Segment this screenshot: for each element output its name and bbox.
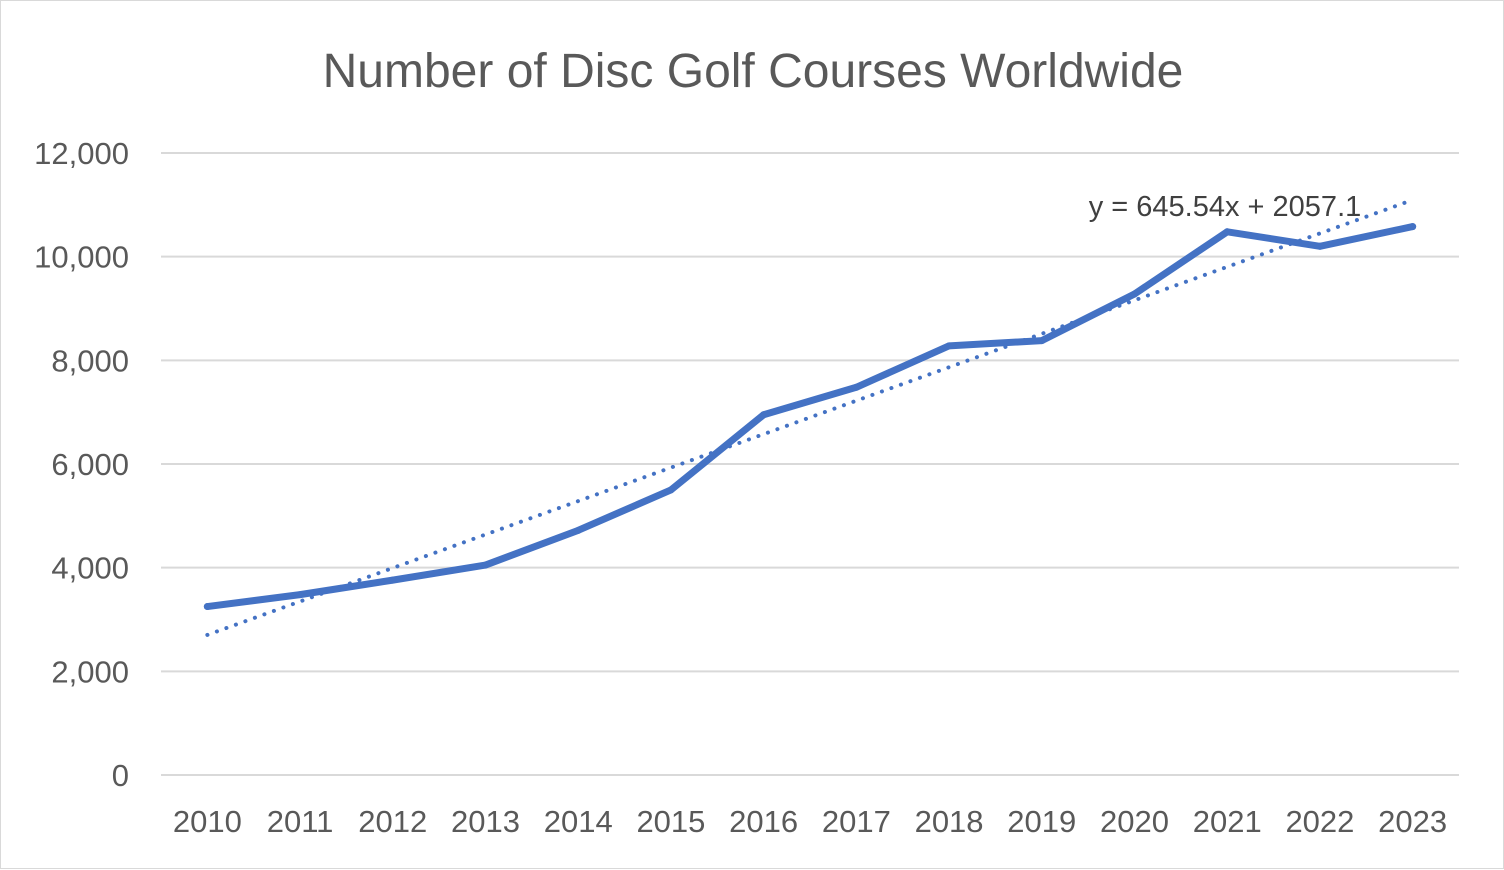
x-tick-label: 2019 <box>1007 804 1076 839</box>
data-point <box>203 603 211 611</box>
x-tick-label: 2017 <box>822 804 891 839</box>
trendline-equation-label: y = 645.54x + 2057.1 <box>1089 191 1362 223</box>
x-tick-label: 2010 <box>173 804 242 839</box>
x-tick-label: 2011 <box>267 804 334 839</box>
y-tick-label: 2,000 <box>51 654 129 689</box>
data-point <box>667 486 675 494</box>
x-tick-label: 2014 <box>544 804 613 839</box>
x-tick-label: 2021 <box>1193 804 1262 839</box>
y-tick-label: 12,000 <box>34 136 129 171</box>
x-tick-label: 2016 <box>729 804 798 839</box>
y-axis-tick-labels: 0 2,000 4,000 6,000 8,000 10,000 12,000 <box>34 136 129 793</box>
trendline-group <box>205 197 1415 637</box>
chart-title: Number of Disc Golf Courses Worldwide <box>323 45 1184 98</box>
data-point <box>574 526 582 534</box>
data-point <box>1316 242 1324 250</box>
data-point <box>296 591 304 599</box>
x-tick-label: 2018 <box>915 804 984 839</box>
data-point <box>1223 228 1231 236</box>
y-tick-label: 0 <box>112 758 129 793</box>
y-tick-label: 4,000 <box>51 551 129 586</box>
y-tick-label: 8,000 <box>51 343 129 378</box>
trendline <box>205 197 1415 637</box>
x-tick-label: 2020 <box>1100 804 1169 839</box>
data-point <box>389 576 397 584</box>
data-point <box>945 342 953 350</box>
y-tick-label: 10,000 <box>34 240 129 275</box>
data-point <box>1409 223 1417 231</box>
data-point <box>852 383 860 391</box>
gridlines <box>161 152 1459 776</box>
data-point <box>760 411 768 419</box>
x-tick-label: 2013 <box>451 804 520 839</box>
data-point <box>1038 337 1046 345</box>
y-tick-label: 6,000 <box>51 447 129 482</box>
data-point <box>1131 290 1138 298</box>
series-line <box>203 223 1417 611</box>
x-tick-label: 2022 <box>1285 804 1354 839</box>
x-tick-label: 2012 <box>358 804 427 839</box>
data-point <box>482 561 489 569</box>
series-group <box>203 223 1417 611</box>
x-axis-tick-labels: 2010 2011 2012 2013 2014 2015 2016 2017 2018 2019… <box>173 804 1447 839</box>
x-tick-label: 2015 <box>636 804 705 839</box>
x-tick-label: 2023 <box>1378 804 1447 839</box>
